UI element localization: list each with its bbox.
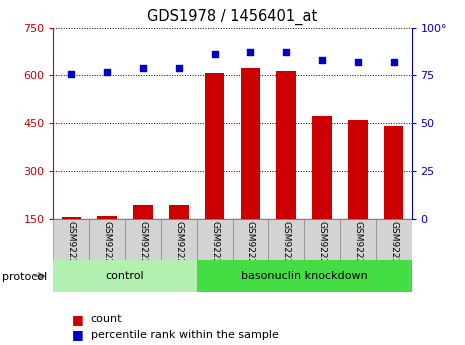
Bar — [348, 120, 368, 219]
Point — [103, 69, 111, 75]
Bar — [205, 73, 225, 219]
Text: GSM92226: GSM92226 — [246, 221, 255, 270]
Text: ■: ■ — [72, 328, 84, 341]
Bar — [240, 68, 260, 219]
Text: GSM92225: GSM92225 — [210, 221, 219, 270]
Bar — [97, 216, 117, 219]
Text: protocol: protocol — [2, 272, 47, 282]
Text: GSM92229: GSM92229 — [353, 221, 362, 270]
Point — [390, 59, 397, 65]
Bar — [61, 217, 81, 219]
Bar — [304, 219, 340, 260]
Text: control: control — [106, 271, 145, 281]
Text: GSM92224: GSM92224 — [174, 221, 183, 270]
Bar — [133, 205, 153, 219]
Bar — [89, 219, 125, 260]
Point — [282, 50, 290, 55]
Bar — [312, 116, 332, 219]
Bar — [169, 205, 189, 219]
Text: GSM92222: GSM92222 — [103, 221, 112, 270]
Text: GSM92230: GSM92230 — [389, 221, 398, 270]
Bar — [197, 260, 412, 292]
Bar — [268, 219, 304, 260]
Point — [211, 52, 218, 57]
Text: percentile rank within the sample: percentile rank within the sample — [91, 330, 279, 339]
Bar — [197, 219, 232, 260]
Text: GSM92228: GSM92228 — [318, 221, 326, 270]
Bar — [161, 219, 197, 260]
Bar — [276, 71, 296, 219]
Point — [318, 57, 325, 63]
Point — [175, 65, 182, 71]
Text: GSM92223: GSM92223 — [139, 221, 147, 270]
Text: GSM92227: GSM92227 — [282, 221, 291, 270]
Bar — [376, 219, 412, 260]
Bar — [53, 260, 197, 292]
Point — [354, 59, 361, 65]
Bar — [232, 219, 268, 260]
Point — [139, 65, 146, 71]
Text: ■: ■ — [72, 313, 84, 326]
Point — [246, 50, 254, 55]
Text: count: count — [91, 314, 122, 324]
Point — [67, 71, 75, 76]
Bar — [340, 219, 376, 260]
Text: GSM92221: GSM92221 — [67, 221, 76, 270]
Text: basonuclin knockdown: basonuclin knockdown — [241, 271, 367, 281]
Bar — [125, 219, 161, 260]
Bar — [53, 219, 89, 260]
Text: GDS1978 / 1456401_at: GDS1978 / 1456401_at — [147, 9, 318, 25]
Bar — [384, 126, 404, 219]
